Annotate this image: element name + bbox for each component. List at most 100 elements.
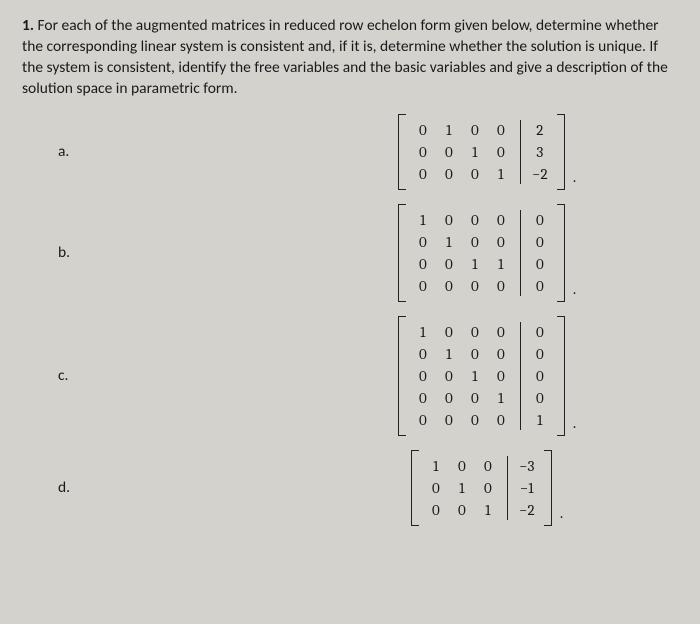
matrix-row: 0011 (410, 253, 514, 275)
augmented-matrix: 010000100001 2 3 −2 (396, 114, 567, 190)
matrix-cell: 1 (527, 411, 553, 429)
question-part: a.01000010000123−2. (22, 114, 674, 190)
matrix-cell: 0 (462, 345, 488, 363)
matrix-cell: 0 (436, 255, 462, 273)
matrix-cell: 0 (436, 277, 462, 295)
matrix-cell: 0 (488, 411, 514, 429)
right-bracket-icon (544, 450, 554, 526)
matrix-cell: 0 (436, 143, 462, 161)
matrix-cell: 0 (488, 277, 514, 295)
left-bracket-icon (409, 450, 419, 526)
matrix-cell: 1 (475, 501, 501, 519)
matrix-cell: 0 (436, 323, 462, 341)
matrix-cell: 0 (462, 411, 488, 429)
part-label: c. (22, 366, 298, 385)
augment-bar-icon (520, 120, 521, 184)
matrix-cell: 1 (423, 457, 449, 475)
matrix-cell: 0 (462, 211, 488, 229)
matrix-cell: 0 (462, 323, 488, 341)
matrix-cell: −2 (514, 501, 540, 519)
matrix-cell: 0 (410, 411, 436, 429)
matrix-cell: 0 (410, 367, 436, 385)
matrix-row: 010 (423, 477, 501, 499)
matrix-wrap: 01000010000123−2. (298, 114, 674, 190)
coefficient-block: 100010001 (423, 455, 501, 521)
matrix-cell: −3 (514, 457, 540, 475)
question-part: b.10000100001100000000. (22, 204, 674, 302)
trailing-period: . (567, 280, 576, 302)
matrix-cell: 1 (436, 233, 462, 251)
matrix-cell: 0 (410, 277, 436, 295)
matrix-cell: 2 (527, 121, 553, 139)
matrix-cell: 3 (527, 143, 553, 161)
coefficient-block: 010000100001 (410, 119, 514, 185)
matrix-wrap: 1000010000100001000000001. (298, 316, 674, 436)
matrix-cell: 0 (449, 457, 475, 475)
augment-bar-icon (520, 322, 521, 430)
matrix-cell: 0 (527, 211, 553, 229)
matrix-row: 0 (527, 209, 553, 231)
trailing-period: . (567, 414, 576, 436)
matrix-cell: 0 (527, 233, 553, 251)
matrix-cell: 0 (488, 233, 514, 251)
augment-block: 2 3 −2 (527, 119, 553, 185)
matrix-row: 0 (527, 387, 553, 409)
matrix-body: 1000010000100001000000001 (406, 316, 557, 436)
matrix-cell: 0 (410, 143, 436, 161)
matrix-cell: 0 (436, 367, 462, 385)
coefficient-block: 1000010000110000 (410, 209, 514, 297)
question-number: 1. (22, 16, 34, 35)
matrix-row: 0000 (410, 409, 514, 431)
matrix-row: 0000 (410, 275, 514, 297)
matrix-row: 1000 (410, 321, 514, 343)
matrix-row: 0 (527, 253, 553, 275)
right-bracket-icon (557, 114, 567, 190)
matrix-row: 100 (423, 455, 501, 477)
matrix-cell: 0 (436, 389, 462, 407)
matrix-row: 2 (527, 119, 553, 141)
matrix-cell: 0 (475, 457, 501, 475)
matrix-cell: 0 (410, 255, 436, 273)
matrix-cell: 1 (462, 143, 488, 161)
parts-list: a.01000010000123−2.b.1000010000110000000… (22, 114, 674, 526)
part-label: a. (22, 142, 298, 161)
matrix-cell: 0 (527, 345, 553, 363)
question-part: c.1000010000100001000000001. (22, 316, 674, 436)
matrix-cell: 0 (436, 165, 462, 183)
matrix-cell: 0 (488, 143, 514, 161)
matrix-row: 1000 (410, 209, 514, 231)
matrix-cell: 0 (423, 501, 449, 519)
augmented-matrix: 10000100001100000000 (396, 204, 567, 302)
augment-block: −3 −1 −2 (514, 455, 540, 521)
matrix-row: −1 (514, 477, 540, 499)
matrix-row: 0100 (410, 231, 514, 253)
matrix-wrap: 100010001−3−1−2. (298, 450, 674, 526)
matrix-cell: 0 (488, 121, 514, 139)
matrix-cell: 0 (436, 411, 462, 429)
matrix-cell: 1 (410, 211, 436, 229)
question-text: 1. For each of the augmented matrices in… (22, 16, 674, 100)
matrix-row: 0001 (410, 163, 514, 185)
augment-block: 0 0 0 0 1 (527, 321, 553, 431)
augment-bar-icon (507, 456, 508, 520)
matrix-cell: 1 (462, 255, 488, 273)
matrix-cell: 1 (488, 165, 514, 183)
matrix-cell: 0 (527, 389, 553, 407)
question-part: d.100010001−3−1−2. (22, 450, 674, 526)
matrix-cell: 1 (488, 255, 514, 273)
part-label: d. (22, 478, 298, 497)
matrix-row: 0 (527, 275, 553, 297)
matrix-row: 0100 (410, 343, 514, 365)
matrix-row: 001 (423, 499, 501, 521)
part-label: b. (22, 243, 298, 262)
matrix-cell: 0 (410, 121, 436, 139)
matrix-cell: 0 (527, 367, 553, 385)
matrix-row: 1 (527, 409, 553, 431)
matrix-cell: 0 (527, 323, 553, 341)
matrix-cell: 1 (462, 367, 488, 385)
matrix-body: 010000100001 2 3 −2 (406, 114, 557, 190)
coefficient-block: 10000100001000010000 (410, 321, 514, 431)
matrix-cell: 0 (527, 255, 553, 273)
matrix-cell: −2 (527, 165, 553, 183)
matrix-cell: 0 (410, 233, 436, 251)
